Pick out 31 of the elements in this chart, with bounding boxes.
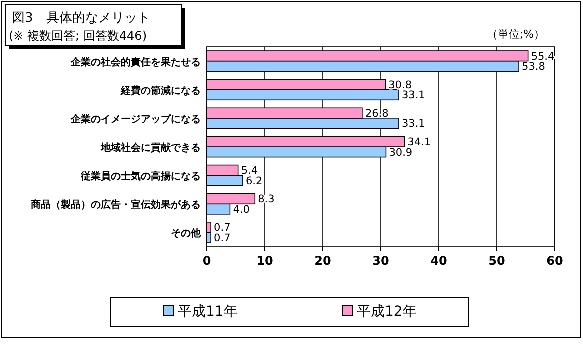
legend-label: 平成12年 [357,304,417,320]
x-tick-label: 20 [314,254,332,268]
y-tick-label: 経費の節減になる [120,84,201,97]
text: （単位;%） [486,28,545,41]
legend-label: 平成11年 [178,304,238,320]
data-label: 4.0 [233,204,250,216]
data-label: 53.8 [522,61,546,74]
y-tick-label: 企業のイメージアップになる [70,113,201,126]
x-tick-label: 30 [372,254,390,268]
data-label: 5.4 [241,165,258,178]
x-tick-label: 10 [256,254,274,268]
y-tick-label: 地域社会に貢献できる [100,142,201,154]
data-label: 6.2 [246,175,263,188]
y-tick-label: 商品（製品）の広告・宣伝効果がある [30,199,201,212]
y-tick-label: 企業の社会的責任を果たせる [70,56,201,68]
data-label: 33.1 [402,90,426,102]
data-label: 0.7 [214,232,231,244]
y-tick-label: 従業員の士気の高揚になる [80,170,201,183]
x-tick-label: 40 [430,254,448,268]
data-label: 33.1 [402,118,426,130]
x-tick-label: 0 [202,254,212,268]
y-tick-label: その他 [171,228,202,240]
data-label: 34.1 [408,136,432,148]
data-label: 55.4 [531,50,556,63]
x-tick-label: 50 [488,254,506,268]
text: 図3 具体的なメリット [12,11,150,26]
data-label: 30.9 [389,146,413,159]
data-label: 30.8 [388,79,412,92]
data-label: 0.7 [214,222,231,234]
x-tick-label: 60 [546,254,564,268]
text: (※ 複数回答; 回答数446) [9,29,147,43]
